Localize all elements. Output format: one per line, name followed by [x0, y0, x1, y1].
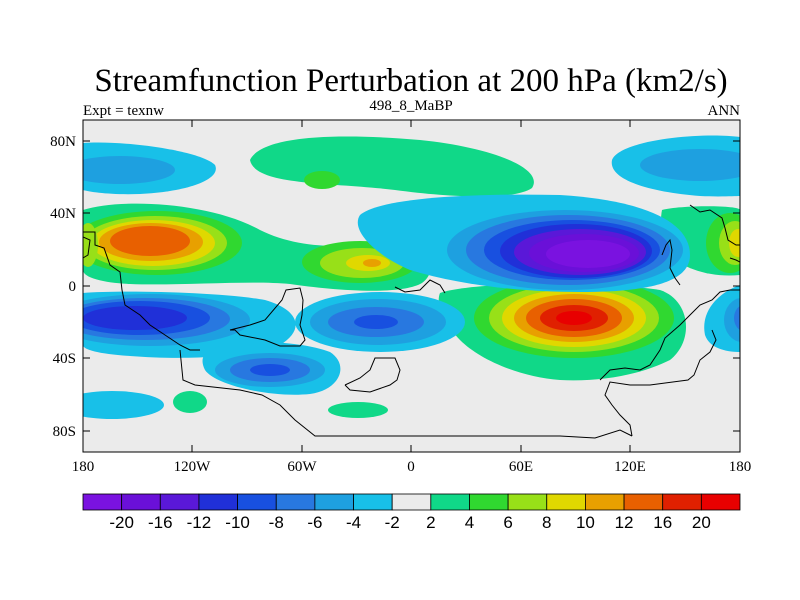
colorbar-box [469, 493, 509, 511]
colorbar-label: 16 [653, 513, 672, 532]
colorbar-box [159, 493, 200, 511]
colorbar-label: 4 [465, 513, 474, 532]
colorbar-label: 8 [542, 513, 551, 532]
colorbar-box [121, 493, 161, 511]
lat-tick-label: 80N [50, 134, 76, 150]
colorbar-label: -6 [307, 513, 322, 532]
colorbar-box [198, 493, 238, 511]
coast-south-america [229, 287, 306, 347]
feature-pos-center-pacific [83, 203, 431, 291]
colorbar-box [237, 493, 277, 511]
right-subtitle: ANN [708, 103, 741, 119]
coast-south-america-south [179, 349, 633, 439]
colorbar-label: 12 [615, 513, 634, 532]
coast-asia-east [604, 329, 717, 437]
colorbar-label: -2 [385, 513, 400, 532]
colorbar-label: -16 [148, 513, 173, 532]
feature-neg-center-arctic-east [611, 135, 740, 197]
colorbar-label: 10 [576, 513, 595, 532]
lat-tick-label: 40N [50, 206, 76, 222]
feature-neg-center-south-pacific [83, 291, 296, 358]
colorbar-label: -10 [225, 513, 250, 532]
colorbar-label: -4 [346, 513, 361, 532]
colorbar-box [430, 493, 470, 511]
lon-tick-label: 60W [287, 459, 317, 475]
plot-title: Streamfunction Perturbation at 200 hPa (… [94, 63, 727, 99]
coast-greenland [83, 236, 91, 259]
feature-neg-east-edge-south [704, 285, 740, 352]
colorbar-box [700, 493, 741, 511]
colorbar-label: -12 [187, 513, 212, 532]
feature-pos-center-south-band [173, 391, 388, 418]
colorbar-label: 6 [503, 513, 512, 532]
colorbar-box [353, 493, 393, 511]
feature-pos-center-south-indian [438, 278, 687, 381]
lat-tick-label: 80S [53, 424, 76, 440]
coast-australia [599, 289, 740, 381]
lon-tick-label: 120E [614, 459, 646, 475]
center-subtitle: 498_8_MaBP [369, 98, 452, 114]
coast-africa [394, 279, 446, 294]
coastlines [83, 204, 740, 439]
colorbar-labels: -20 -16 -12 -10 -8 -6 -4 -2 2 4 6 8 10 12 16 20 [109, 513, 710, 532]
feature-neg-center-south-atlantic [295, 292, 465, 352]
lon-tick-label: 120W [174, 459, 212, 475]
feature-pos-center-north-band [250, 136, 534, 197]
colorbar-label: 2 [426, 513, 435, 532]
coast-antarctic-peninsula [344, 357, 401, 393]
feature-neg-center-arctic-west [83, 142, 216, 195]
coast-eurasia [661, 238, 681, 286]
colorbar-box [546, 493, 586, 511]
lat-axis: 80N 40N 0 40S 80S [50, 134, 740, 440]
lon-axis: 180 120W 60W 0 60E 120E 180 [72, 120, 752, 475]
colorbar-box [585, 493, 625, 511]
colorbar-label: -8 [269, 513, 284, 532]
colorbar-box [623, 493, 664, 511]
left-subtitle: Expt = texnw [83, 103, 164, 119]
coast-north-america [83, 231, 200, 351]
feature-neg-south-ocean-left [83, 391, 164, 419]
colorbar-box [314, 493, 354, 511]
lon-tick-label: 0 [407, 459, 415, 475]
feature-neg-center-south-america [202, 341, 341, 395]
feature-neg-center-north-asia [357, 194, 690, 292]
lon-tick-label: 180 [72, 459, 95, 475]
coast-japan [689, 204, 740, 246]
colorbar-box [275, 493, 316, 511]
lon-tick-label: 180 [729, 459, 752, 475]
colorbar-box [507, 493, 548, 511]
coast-indian-south [729, 257, 740, 263]
colorbar-label: 20 [692, 513, 711, 532]
colorbar: -20 -16 -12 -10 -8 -6 -4 -2 2 4 6 8 10 12 16 20 [82, 493, 741, 532]
lat-tick-label: 40S [53, 351, 76, 367]
colorbar-boxes [82, 493, 741, 511]
lat-tick-label: 0 [69, 279, 77, 295]
map-plot [83, 120, 740, 452]
colorbar-box [662, 493, 702, 511]
colorbar-label: -20 [109, 513, 134, 532]
colorbar-box [82, 493, 123, 511]
lon-tick-label: 60E [509, 459, 533, 475]
colorbar-box [391, 493, 432, 511]
